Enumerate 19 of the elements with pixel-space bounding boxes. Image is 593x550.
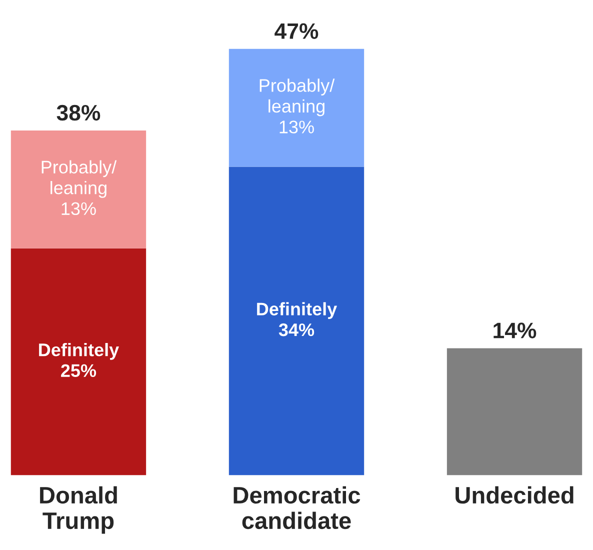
x-tick-label: Undecided [456,486,574,504]
text: Probably/ leaning [260,78,335,116]
total-label: 38% [56,104,100,121]
series-label: Probably/ leaning [42,160,117,198]
bar [10,248,146,476]
text: Definitely [39,343,120,360]
bar [228,48,364,167]
data-label: 34% [278,323,314,336]
x-tick-label: Donald Trump [40,486,117,534]
series-label: Definitely [257,302,338,320]
bar [228,166,364,476]
data-label: 25% [61,364,96,378]
total-label: 14% [494,322,536,338]
data-label: 13% [280,120,314,134]
bar [446,348,582,476]
bar [10,130,146,248]
total-label: 47% [274,23,318,39]
data-label: 13% [62,202,96,216]
x-tick-label: Democratic candidate [234,486,360,530]
